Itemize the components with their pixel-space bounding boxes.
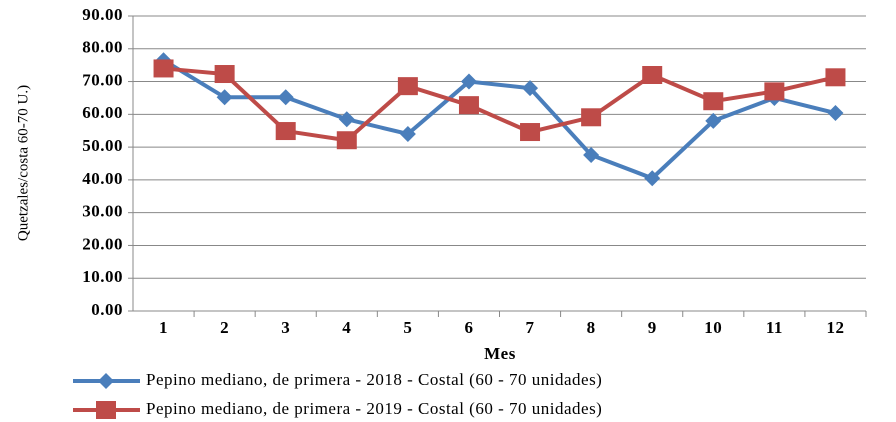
point — [705, 112, 722, 129]
series-line — [163, 66, 836, 143]
series-line — [162, 58, 836, 181]
y-tick-label: 90.00 — [82, 5, 123, 24]
y-tick-label: 40.00 — [82, 169, 123, 188]
point — [275, 122, 296, 141]
x-tick-label: 10 — [704, 318, 722, 337]
point — [397, 77, 418, 96]
point — [277, 89, 294, 106]
x-tick-label: 9 — [648, 318, 657, 337]
legend-label: Pepino mediano, de primera - 2018 - Cost… — [146, 370, 602, 389]
point — [825, 68, 846, 87]
point — [581, 108, 602, 127]
x-tick-label: 5 — [403, 318, 412, 337]
y-tick-label: 0.00 — [91, 300, 123, 319]
point — [522, 80, 539, 97]
x-tick-label: 6 — [464, 318, 473, 337]
x-axis-label: Mes — [484, 344, 516, 363]
x-tick-label: 12 — [826, 318, 844, 337]
y-tick-label: 50.00 — [82, 136, 123, 155]
point — [827, 105, 844, 122]
legend-label: Pepino mediano, de primera - 2019 - Cost… — [146, 399, 602, 418]
x-tick-label: 4 — [342, 318, 351, 337]
point — [336, 131, 357, 150]
point — [214, 65, 235, 84]
point — [460, 73, 477, 90]
y-tick-label: 60.00 — [82, 103, 123, 122]
y-axis-label: Quetzales/costa 60-70 U.) — [15, 85, 31, 241]
point — [458, 96, 479, 115]
x-tick-label: 11 — [766, 318, 783, 337]
y-tick-label: 80.00 — [82, 38, 123, 57]
point — [644, 170, 661, 187]
x-tick-label: 2 — [220, 318, 229, 337]
y-tick-label: 20.00 — [82, 234, 123, 253]
point — [642, 66, 663, 84]
point — [338, 111, 355, 128]
point — [399, 126, 416, 142]
point — [703, 92, 724, 111]
y-tick-label: 30.00 — [82, 202, 123, 221]
point — [216, 89, 233, 106]
x-tick-label: 3 — [281, 318, 290, 337]
point — [153, 59, 174, 78]
legend-marker — [98, 373, 114, 389]
legend-marker — [96, 401, 116, 419]
x-tick-label: 7 — [526, 318, 535, 337]
point — [764, 82, 785, 101]
point — [520, 123, 541, 142]
x-tick-label: 8 — [587, 318, 596, 337]
y-tick-label: 70.00 — [82, 70, 123, 89]
x-tick-label: 1 — [159, 318, 168, 337]
point — [583, 146, 600, 163]
y-tick-label: 10.00 — [82, 267, 123, 286]
